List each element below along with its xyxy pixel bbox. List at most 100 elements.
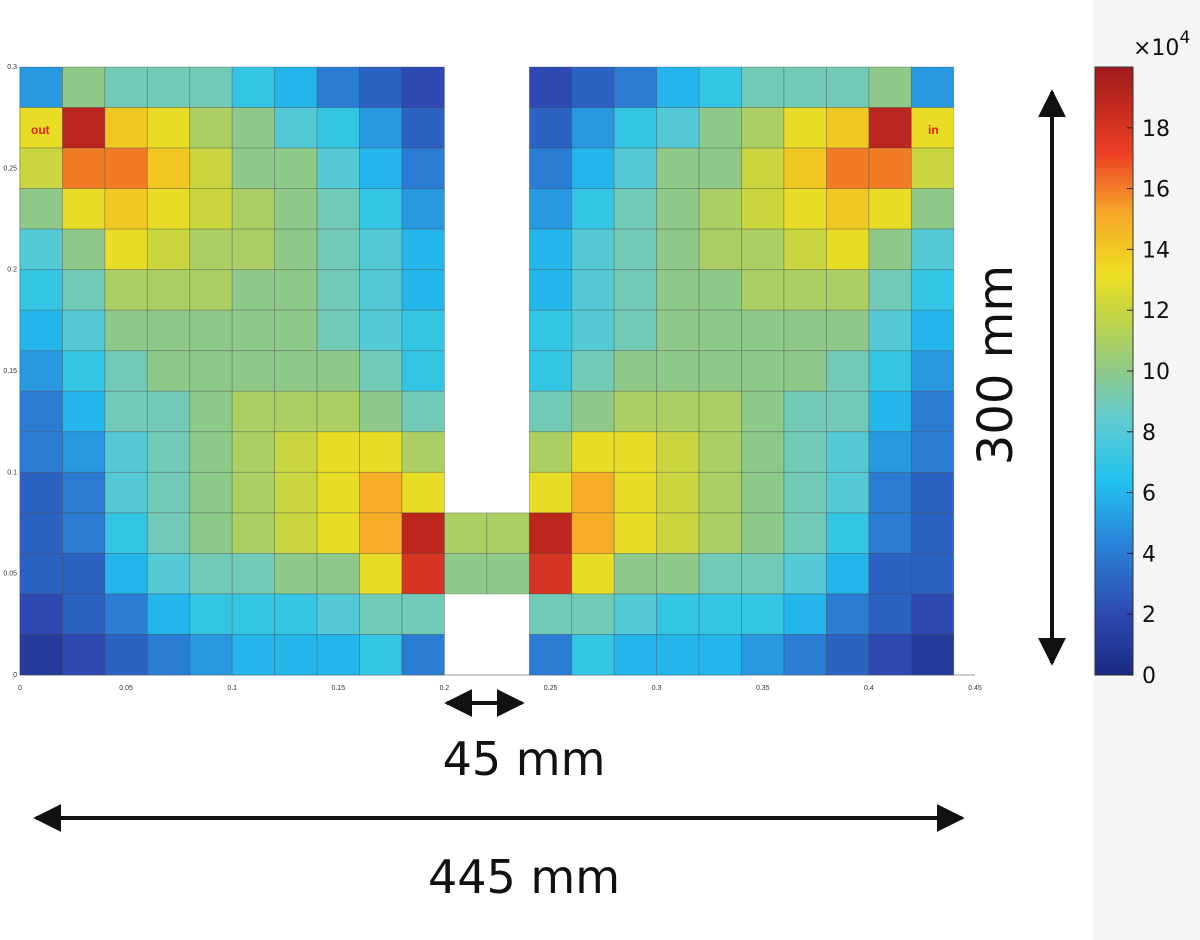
heatmap-cell	[868, 269, 912, 311]
heatmap-cell	[783, 66, 827, 108]
heatmap-cell	[146, 228, 191, 271]
heatmap-cell	[613, 269, 658, 311]
heatmap-cell	[146, 309, 191, 352]
heatmap-cell	[910, 593, 955, 635]
heatmap-cell	[826, 188, 870, 230]
heatmap-cell	[62, 66, 106, 108]
heatmap-cell	[613, 147, 658, 189]
heatmap-cell	[401, 66, 445, 108]
heatmap-cell	[613, 309, 658, 352]
heatmap-cell	[231, 147, 276, 189]
heatmap-cell	[19, 350, 63, 392]
heatmap-cell	[741, 309, 785, 352]
heatmap-cell	[741, 269, 785, 311]
heatmap-cell	[783, 593, 827, 635]
heatmap-cell	[146, 147, 191, 189]
heatmap-cell	[189, 593, 233, 635]
heatmap-cell	[274, 269, 318, 311]
heatmap-cell	[104, 107, 148, 149]
heatmap-cell	[231, 188, 276, 230]
heatmap-cell	[528, 269, 573, 311]
colorbar-tick-label: 12	[1142, 299, 1170, 324]
heatmap-cell	[698, 593, 742, 635]
heatmap-cell	[189, 634, 233, 676]
heatmap-cell	[486, 512, 530, 554]
heatmap-cell	[231, 228, 276, 271]
heatmap-cell	[104, 188, 148, 230]
heatmap-cell	[783, 471, 827, 514]
heatmap-cell	[401, 512, 445, 554]
heatmap-cell	[868, 431, 912, 473]
heatmap-cell	[19, 471, 63, 514]
heatmap-cell	[741, 471, 785, 514]
heatmap-cell	[783, 269, 827, 311]
heatmap-cell	[274, 188, 318, 230]
heatmap-cell	[359, 188, 403, 230]
heatmap-cell	[868, 147, 912, 189]
heatmap-cell	[146, 390, 191, 433]
heatmap-cell	[19, 512, 63, 554]
heatmap-cell	[62, 512, 106, 554]
heatmap-cell	[656, 188, 700, 230]
y-tick-label: 0.25	[3, 165, 17, 172]
x-ticks: 0 0.05 0.1 0.15 0.2 0.25 0.3 0.35 0.4 0.45	[18, 685, 982, 692]
heatmap-cell	[359, 431, 403, 473]
heatmap-cell	[274, 350, 318, 392]
heatmap-cell	[316, 431, 360, 473]
heatmap-cell	[698, 147, 742, 189]
heatmap-cell	[316, 471, 360, 514]
heatmap-cell	[231, 390, 276, 433]
colorbar-tick-label: 14	[1142, 238, 1170, 263]
heatmap-cell	[359, 107, 403, 149]
heatmap-cell	[783, 228, 827, 271]
heatmap-cell	[528, 471, 573, 514]
heatmap-cell	[910, 350, 955, 392]
heatmap-cell	[231, 350, 276, 392]
x-tick-label: 0.05	[119, 685, 133, 692]
heatmap-cell	[571, 66, 615, 108]
heatmap-cell	[189, 512, 233, 554]
x-tick-label: 0.2	[440, 685, 450, 692]
heatmap-cell	[19, 390, 63, 433]
heatmap-cell	[613, 634, 658, 676]
heatmap-cell	[104, 147, 148, 189]
heatmap-cell	[486, 553, 530, 595]
heatmap-cell	[401, 593, 445, 635]
heatmap-cell	[274, 553, 318, 595]
heatmap-cell	[231, 309, 276, 352]
x-tick-label: 0	[18, 685, 22, 692]
heatmap-cell	[741, 512, 785, 554]
heatmap-cell	[910, 228, 955, 271]
heatmap-cell	[189, 66, 233, 108]
heatmap-cell	[316, 634, 360, 676]
heatmap-cell	[359, 350, 403, 392]
y-tick-label: 0.2	[7, 267, 17, 274]
heatmap-cell	[698, 269, 742, 311]
heatmap-cell	[189, 107, 233, 149]
heatmap-cell	[741, 107, 785, 149]
heatmap-cell	[146, 471, 191, 514]
heatmap-cell	[274, 107, 318, 149]
heatmap-cell	[571, 269, 615, 311]
heatmap-cell	[19, 107, 63, 149]
heatmap-cell	[698, 390, 742, 433]
heatmap-cell	[783, 390, 827, 433]
heatmap-cell	[62, 107, 106, 149]
heatmap-cell	[189, 269, 233, 311]
heatmap-cell	[316, 228, 360, 271]
x-tick-label: 0.1	[227, 685, 237, 692]
heatmap-cell	[274, 512, 318, 554]
heatmap-cell	[528, 228, 573, 271]
colorbar-multiplier: ×104	[1133, 28, 1190, 61]
heatmap-cell	[613, 107, 658, 149]
heatmap-cell	[359, 512, 403, 554]
y-tick-label: 0.3	[7, 64, 17, 71]
heatmap-cell	[146, 431, 191, 473]
heatmap-cell	[146, 634, 191, 676]
heatmap-cell	[910, 309, 955, 352]
heatmap-cell	[274, 66, 318, 108]
heatmap-cell	[698, 228, 742, 271]
heatmap-cell	[656, 309, 700, 352]
heatmap-cell	[401, 350, 445, 392]
heatmap-cell	[62, 390, 106, 433]
